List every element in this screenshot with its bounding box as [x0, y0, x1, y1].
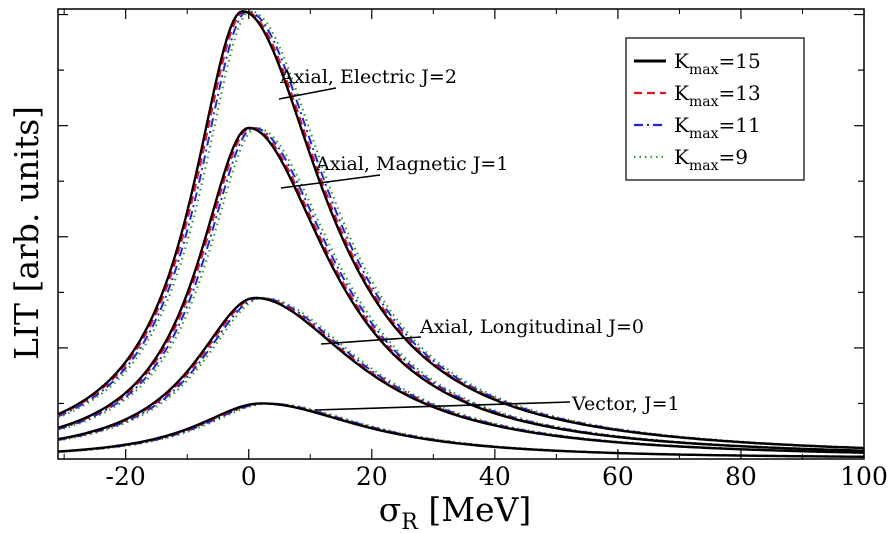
- x-tick-label: -20: [106, 462, 146, 491]
- annotation-leader-line: [278, 87, 337, 100]
- x-tick-label: 80: [725, 462, 757, 491]
- legend-items: Kmax=15 Kmax=13 Kmax=11 Kmax=9: [634, 49, 761, 174]
- legend-label-1: Kmax=15: [674, 49, 761, 78]
- x-tick-label: 40: [479, 462, 511, 491]
- x-axis-title: σR [MeV]: [379, 490, 532, 533]
- legend-label-3: Kmax=11: [674, 113, 761, 142]
- x-tick-label: 60: [602, 462, 634, 491]
- legend: Kmax=15 Kmax=13 Kmax=11 Kmax=9: [625, 37, 805, 181]
- ticks-layer: -20 0 20 40 60 80 100: [58, 9, 888, 491]
- annotation-leader-line: [280, 174, 381, 189]
- annotation-leader-line: [320, 336, 422, 345]
- curve-3-kmax-15: [57, 296, 865, 454]
- x-axis-unit: [MeV]: [418, 490, 531, 529]
- curves-layer: [57, 9, 865, 458]
- curve-1-kmax-15: [57, 9, 865, 450]
- curve-2-kmax-11: [57, 126, 865, 452]
- x-tick-label: 20: [356, 462, 388, 491]
- legend-label-4: Kmax=9: [674, 145, 748, 174]
- plot-frame: [57, 8, 865, 460]
- curve-1-kmax-9: [57, 10, 865, 449]
- legend-label-2: Kmax=13: [674, 81, 761, 110]
- x-tick-label: 0: [241, 462, 257, 491]
- annotation-leader-line: [314, 401, 571, 411]
- y-axis-title: LIT [arb. units]: [7, 106, 46, 360]
- annotation-label: Axial, Electric J=2: [279, 66, 457, 88]
- x-axis-symbol: σ: [379, 490, 402, 529]
- annotation-label: Axial, Longitudinal J=0: [419, 316, 644, 338]
- curve-3-kmax-13: [57, 296, 865, 454]
- annotations-layer: Axial, Electric J=2 Axial, Magnetic J=1 Ax…: [278, 66, 680, 415]
- x-tick-label: 100: [840, 462, 888, 491]
- x-axis-subscript: R: [401, 510, 419, 533]
- curve-4-kmax-15: [57, 402, 865, 458]
- curve-2-kmax-15: [57, 126, 865, 452]
- annotation-label: Axial, Magnetic J=1: [315, 153, 508, 175]
- annotation-label: Vector, J=1: [571, 393, 680, 415]
